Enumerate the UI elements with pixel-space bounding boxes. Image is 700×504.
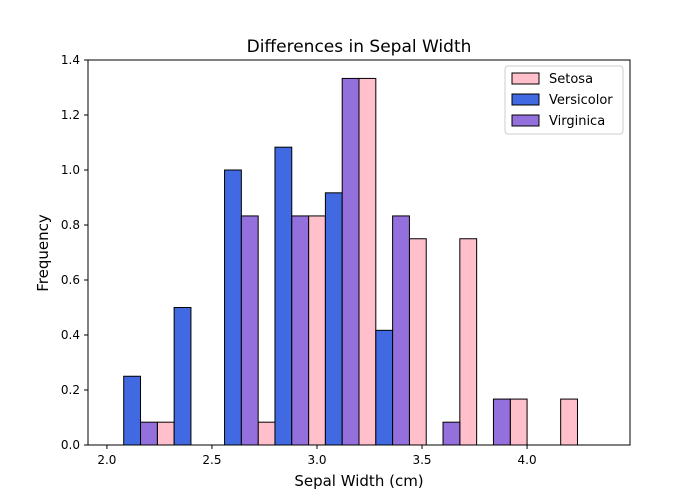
legend-label-setosa: Setosa bbox=[549, 72, 593, 87]
x-tick-label: 3.5 bbox=[412, 453, 431, 467]
y-tick-label: 1.0 bbox=[61, 163, 80, 177]
x-axis-label: Sepal Width (cm) bbox=[294, 472, 423, 490]
legend-label-virginica: Virginica bbox=[549, 114, 605, 129]
bar-versicolor-bin-4 bbox=[324, 192, 343, 446]
y-tick-label: 0.8 bbox=[61, 218, 80, 232]
legend-swatch-virginica bbox=[511, 114, 540, 127]
bar-setosa-bin-1 bbox=[156, 421, 175, 446]
bar-setosa-bin-4 bbox=[308, 215, 326, 446]
bar-virginica-bin-4 bbox=[341, 77, 360, 446]
bar-versicolor-bin-0 bbox=[123, 375, 142, 446]
bar-virginica-bin-6 bbox=[442, 421, 461, 446]
x-tick-label: 4.0 bbox=[518, 453, 537, 467]
bar-setosa-bin-8 bbox=[509, 398, 528, 446]
x-tick-label: 3.0 bbox=[307, 453, 326, 467]
y-tick-label: 1.2 bbox=[61, 108, 80, 122]
plot-frame bbox=[87, 59, 631, 446]
bar-virginica-bin-0 bbox=[140, 421, 158, 446]
bar-virginica-bin-2 bbox=[240, 215, 259, 446]
x-tick-label: 2.5 bbox=[202, 453, 221, 467]
bar-versicolor-bin-3 bbox=[274, 146, 293, 446]
bar-virginica-bin-3 bbox=[291, 215, 310, 446]
y-tick-label: 0.0 bbox=[61, 438, 80, 452]
bar-versicolor-bin-5 bbox=[375, 329, 394, 446]
ticks-layer: 2.0 2.5 3.0 3.5 4.0 0.0 0.2 0.4 0.6 0.8 1.0 1.2 1.4 bbox=[61, 53, 537, 467]
bar-virginica-bin-7 bbox=[492, 398, 511, 446]
bar-setosa-bin-9 bbox=[560, 398, 578, 446]
legend-swatch-versicolor bbox=[511, 93, 540, 106]
x-tick-label: 2.0 bbox=[97, 453, 116, 467]
y-tick-label: 0.2 bbox=[61, 383, 80, 397]
bar-versicolor-bin-2 bbox=[224, 169, 242, 446]
bar-setosa-bin-6 bbox=[408, 238, 427, 446]
bar-virginica-bin-5 bbox=[392, 215, 410, 446]
y-axis-label: Frequency bbox=[34, 214, 52, 292]
chart-title: Differences in Sepal Width bbox=[247, 37, 472, 57]
bar-setosa-bin-5 bbox=[358, 77, 377, 446]
y-tick-label: 1.4 bbox=[61, 53, 80, 67]
bar-versicolor-bin-1 bbox=[173, 307, 192, 446]
bar-setosa-bin-3 bbox=[257, 421, 276, 446]
legend-swatch-setosa bbox=[511, 72, 540, 85]
bars-layer bbox=[123, 77, 578, 446]
legend: Setosa Versicolor Virginica bbox=[504, 65, 624, 135]
y-tick-label: 0.4 bbox=[61, 328, 80, 342]
y-tick-label: 0.6 bbox=[61, 273, 80, 287]
bar-setosa-bin-7 bbox=[459, 238, 478, 446]
legend-label-versicolor: Versicolor bbox=[549, 93, 613, 108]
